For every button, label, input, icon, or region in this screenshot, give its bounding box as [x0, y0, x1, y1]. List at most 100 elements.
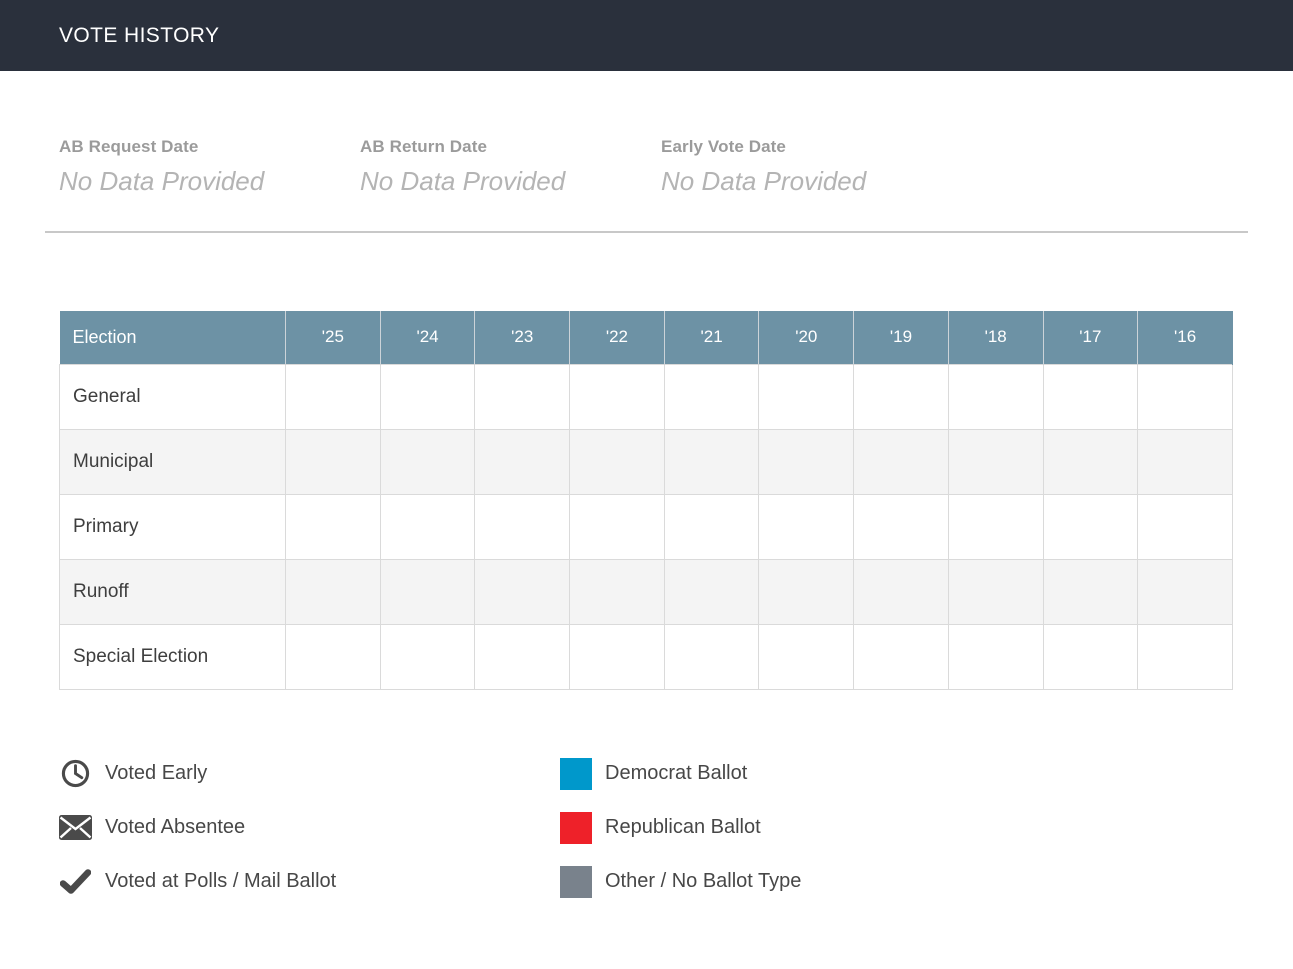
vote-cell	[1137, 428, 1233, 495]
vote-cell	[1042, 363, 1139, 430]
column-header-year: '22	[569, 311, 665, 364]
table-row: Special Election	[59, 623, 1233, 690]
vote-cell	[379, 428, 476, 495]
vote-cell	[663, 623, 760, 690]
table-head: Election '25'24'23'22'21'20'19'18'17'16	[59, 311, 1233, 364]
table-row: Primary	[59, 493, 1233, 560]
column-header-year: '20	[758, 311, 855, 364]
table-body: General Municipal Primary Runoff Special Ele…	[59, 363, 1233, 690]
vote-cell	[947, 363, 1044, 430]
page-title: VOTE HISTORY	[59, 23, 220, 47]
vote-cell	[474, 558, 571, 625]
election-type-label: Special Election	[59, 623, 286, 690]
table-row: Runoff	[59, 558, 1233, 625]
vote-cell	[285, 363, 381, 430]
legend-item: Other / No Ballot Type	[560, 865, 802, 898]
election-type-label: Primary	[59, 493, 286, 560]
vote-cell	[474, 363, 571, 430]
ballot-date-fields: AB Request Date No Data Provided AB Retu…	[0, 137, 1293, 197]
vote-cell	[1137, 623, 1233, 690]
table-row: General	[59, 363, 1233, 430]
legend-label: Voted Early	[105, 762, 208, 784]
vote-cell	[569, 558, 665, 625]
field-ab-return-date: AB Return Date No Data Provided	[360, 137, 661, 197]
vote-cell	[285, 623, 381, 690]
field-label: AB Request Date	[59, 137, 199, 156]
table-header-row: Election '25'24'23'22'21'20'19'18'17'16	[59, 311, 1233, 364]
field-value: No Data Provided	[59, 166, 265, 196]
field-value: No Data Provided	[360, 166, 566, 196]
vote-cell	[1042, 558, 1139, 625]
column-header-year: '24	[380, 311, 476, 364]
vote-cell	[569, 363, 665, 430]
vote-cell	[474, 428, 571, 495]
legend-vote-method-column: Voted Early Voted Absentee Voted at Polls …	[59, 758, 560, 920]
vote-cell	[474, 623, 571, 690]
vote-cell	[1137, 363, 1233, 430]
legend-item: Voted Early	[59, 758, 560, 790]
column-header-year: '21	[664, 311, 760, 364]
ballot-color-swatch	[560, 865, 592, 898]
vote-cell	[853, 428, 949, 495]
checkmark-icon	[59, 866, 92, 898]
vote-cell	[569, 623, 665, 690]
vote-cell	[853, 623, 949, 690]
legend-ballot-type-column: Democrat Ballot Republican Ballot Other / …	[560, 757, 802, 920]
election-type-label: Runoff	[59, 558, 286, 625]
vote-cell	[1042, 623, 1139, 690]
column-header-year: '17	[1043, 311, 1139, 364]
election-type-label: General	[59, 363, 286, 430]
vote-cell	[1042, 493, 1139, 560]
vote-cell	[1042, 428, 1139, 495]
column-header-year: '18	[948, 311, 1044, 364]
vote-cell	[663, 558, 760, 625]
vote-cell	[663, 493, 760, 560]
legend-item: Voted at Polls / Mail Ballot	[59, 866, 560, 898]
title-bar: VOTE HISTORY	[0, 0, 1293, 71]
vote-cell	[758, 558, 855, 625]
field-ab-request-date: AB Request Date No Data Provided	[59, 137, 360, 197]
vote-cell	[1137, 493, 1233, 560]
vote-cell	[379, 493, 476, 560]
vote-cell	[663, 428, 760, 495]
legend-label: Other / No Ballot Type	[605, 870, 802, 892]
column-header-year: '16	[1137, 311, 1233, 364]
section-divider	[45, 231, 1248, 233]
clock-icon	[59, 758, 92, 790]
legend-label: Democrat Ballot	[605, 762, 748, 784]
ballot-color-swatch	[560, 757, 592, 790]
vote-cell	[379, 363, 476, 430]
vote-cell	[474, 493, 571, 560]
legend-label: Voted Absentee	[105, 816, 246, 838]
ballot-color-swatch	[560, 811, 592, 844]
vote-cell	[285, 558, 381, 625]
column-header-year: '23	[474, 311, 571, 364]
field-early-vote-date: Early Vote Date No Data Provided	[661, 137, 962, 197]
vote-cell	[947, 493, 1044, 560]
legend-item: Republican Ballot	[560, 811, 801, 844]
vote-cell	[663, 363, 760, 430]
vote-cell	[947, 623, 1044, 690]
field-label: Early Vote Date	[661, 137, 786, 156]
column-header-election: Election	[59, 311, 286, 364]
column-header-year: '19	[853, 311, 949, 364]
vote-cell	[379, 623, 476, 690]
envelope-icon	[59, 812, 92, 844]
election-type-label: Municipal	[59, 428, 286, 495]
vote-cell	[853, 493, 949, 560]
vote-cell	[758, 363, 855, 430]
legend: Voted Early Voted Absentee Voted at Polls …	[59, 757, 1293, 920]
field-value: No Data Provided	[661, 166, 867, 196]
column-header-year: '25	[285, 311, 381, 364]
vote-history-table: Election '25'24'23'22'21'20'19'18'17'16 G…	[59, 311, 1233, 690]
legend-item: Voted Absentee	[59, 812, 560, 844]
vote-cell	[947, 428, 1044, 495]
field-label: AB Return Date	[360, 137, 488, 156]
vote-cell	[758, 428, 855, 495]
vote-cell	[569, 493, 665, 560]
vote-cell	[853, 558, 949, 625]
legend-item: Democrat Ballot	[560, 757, 801, 790]
vote-cell	[379, 558, 476, 625]
table-row: Municipal	[59, 428, 1233, 495]
vote-cell	[758, 623, 855, 690]
